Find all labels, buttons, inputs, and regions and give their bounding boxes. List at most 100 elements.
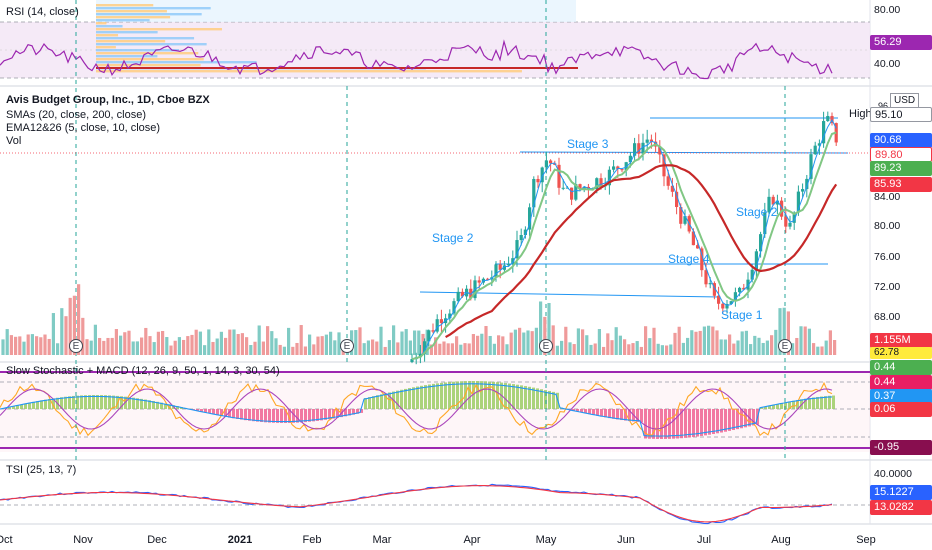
macd-histogram-bar — [792, 400, 795, 409]
volume-bar — [417, 330, 421, 355]
vol-legend[interactable]: Vol — [6, 135, 22, 147]
volume-bar — [320, 336, 324, 355]
earnings-marker[interactable]: E — [778, 339, 792, 353]
volume-bar — [387, 340, 391, 355]
macd-histogram-bar — [32, 401, 35, 409]
symbol-title[interactable]: Avis Budget Group, Inc., 1D, Cboe BZX — [6, 94, 210, 106]
volume-bar — [828, 330, 832, 355]
volume-value-tag: 1.155M — [870, 333, 932, 348]
volume-bar — [14, 336, 18, 355]
volume-bar — [35, 336, 39, 355]
macd-histogram-bar — [76, 395, 79, 409]
candle-body — [704, 270, 708, 285]
volume-profile-bar — [96, 55, 158, 58]
macd-histogram-bar — [728, 409, 731, 431]
volume-bar — [106, 337, 110, 355]
candle-body — [633, 143, 637, 156]
ema-legend[interactable]: EMA12&26 (5, close, 10, close) — [6, 122, 161, 134]
macd-histogram-bar — [536, 388, 539, 409]
macd-histogram-bar — [4, 408, 7, 409]
volume-bar — [5, 329, 9, 355]
candle-body — [708, 283, 712, 285]
volume-bar — [303, 346, 307, 355]
candle-body — [780, 200, 784, 217]
macd-histogram-bar — [112, 395, 115, 409]
macd-histogram-bar — [740, 409, 743, 429]
candle-body — [733, 292, 737, 302]
volume-bar — [560, 340, 564, 355]
candle-body — [498, 264, 502, 270]
candle-body — [809, 154, 813, 179]
earnings-marker[interactable]: E — [340, 339, 354, 353]
stoch-macd-legend[interactable]: Slow Stochastic + MACD (12, 26, 9, 50, 1… — [6, 365, 280, 377]
candle-body — [750, 269, 754, 280]
volume-bar — [652, 327, 656, 355]
macd-histogram-bar — [712, 409, 715, 435]
candle-body — [767, 196, 771, 213]
candle-body — [771, 196, 775, 205]
macd-histogram-bar — [760, 407, 763, 409]
macd-histogram-bar — [348, 409, 351, 416]
time-axis-label: Oct — [0, 534, 13, 546]
candle-body — [460, 291, 464, 297]
time-axis-label: Mar — [372, 534, 392, 546]
volume-bar — [408, 340, 412, 355]
tsi-legend[interactable]: TSI (25, 13, 7) — [6, 464, 77, 476]
volume-profile-bar — [96, 4, 154, 7]
currency-label[interactable]: USD — [890, 93, 920, 108]
volume-bar — [39, 337, 43, 355]
volume-bar — [602, 346, 606, 355]
sma-legend[interactable]: SMAs (20, close, 200, close) — [6, 109, 147, 121]
volume-bar — [413, 330, 417, 355]
volume-bar — [425, 329, 429, 355]
volume-bar — [669, 344, 673, 355]
volume-bar — [761, 342, 765, 355]
volume-bar — [627, 344, 631, 355]
volume-bar — [572, 344, 576, 355]
stage-2-label-second: Stage 2 — [736, 205, 778, 219]
volume-bar — [765, 340, 769, 355]
candle-body — [805, 178, 809, 190]
macd-histogram-bar — [92, 395, 95, 409]
macd-histogram-bar — [720, 409, 723, 433]
stoch-k-value-tag: 0.44 — [870, 360, 932, 375]
macd-histogram-bar — [200, 409, 203, 412]
volume-bar — [119, 335, 123, 355]
time-axis-label: Feb — [302, 534, 322, 546]
time-axis-label: Nov — [73, 534, 93, 546]
macd-histogram-bar — [484, 381, 487, 409]
volume-profile-bar — [96, 7, 211, 10]
candle-body — [557, 164, 561, 188]
volume-bar — [182, 339, 186, 355]
volume-bar — [690, 330, 694, 355]
macd-lower-value-tag: -0.95 — [870, 440, 932, 455]
earnings-marker[interactable]: E — [539, 339, 553, 353]
candle-body — [511, 258, 515, 265]
macd-histogram-bar — [232, 409, 235, 419]
macd-histogram-bar — [764, 406, 767, 409]
macd-histogram-bar — [432, 383, 435, 409]
macd-histogram-bar — [40, 400, 43, 409]
macd-histogram-bar — [620, 409, 623, 421]
volume-bar — [18, 336, 22, 355]
volume-bar — [807, 328, 811, 355]
macd-histogram-bar — [368, 397, 371, 409]
earnings-marker[interactable]: E — [69, 339, 83, 353]
macd-histogram-bar — [788, 401, 791, 409]
volume-bar — [694, 331, 698, 355]
macd-histogram-bar — [352, 409, 355, 415]
macd-histogram-bar — [196, 409, 199, 411]
volume-bar — [354, 330, 358, 355]
volume-profile-bar — [96, 37, 195, 40]
macd-histogram-bar — [428, 384, 431, 409]
volume-bar — [707, 325, 711, 355]
macd-histogram-bar — [396, 390, 399, 409]
candle-body — [582, 186, 586, 189]
volume-bar — [198, 331, 202, 355]
volume-bar — [148, 336, 152, 355]
volume-bar — [480, 333, 484, 355]
time-axis-label: Jul — [696, 534, 712, 546]
candle-body — [507, 264, 511, 266]
price-axis-label-68: 68.00 — [874, 311, 901, 323]
